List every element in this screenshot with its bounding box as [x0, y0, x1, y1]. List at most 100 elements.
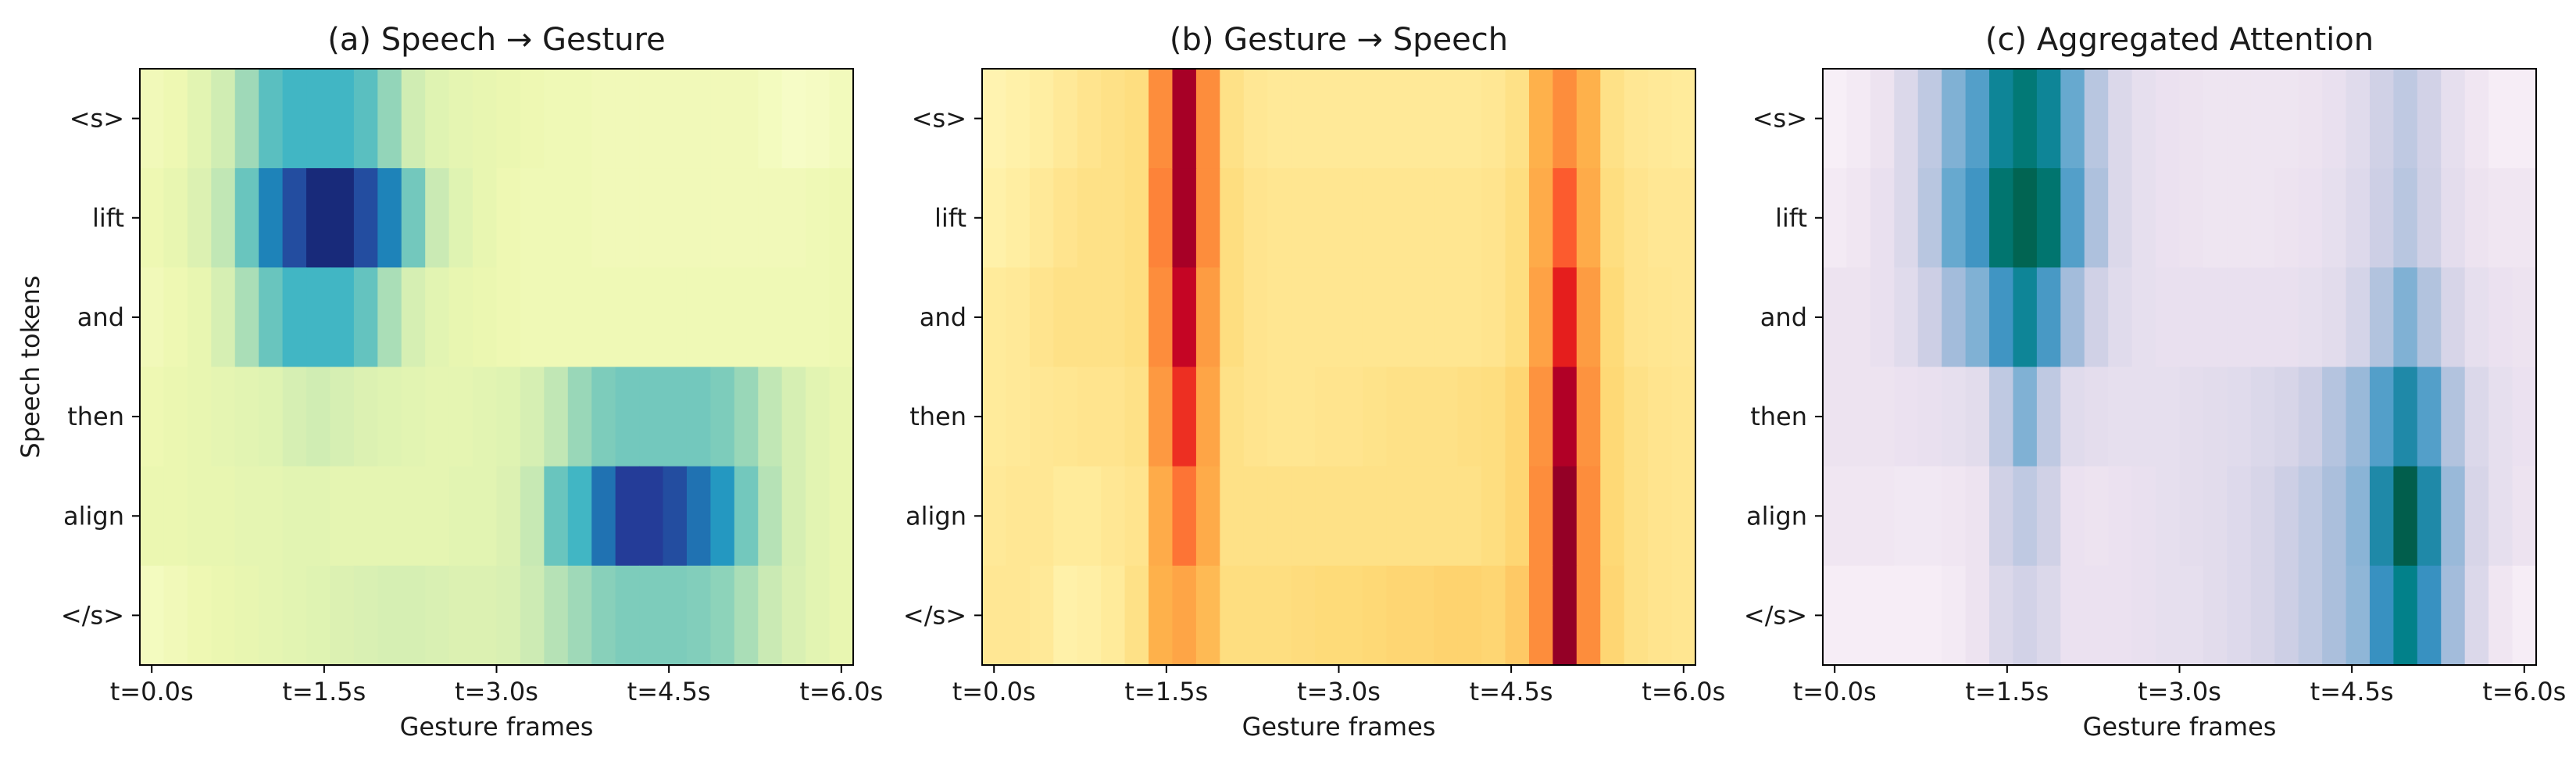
- heatmap-cell: [1624, 565, 1649, 666]
- heatmap-cell: [1846, 366, 1871, 467]
- heatmap-cell: [1434, 565, 1459, 666]
- heatmap-cell: [496, 565, 521, 666]
- heatmap-cell: [2346, 168, 2371, 268]
- heatmap-cell: [163, 267, 188, 368]
- heatmap-cell: [211, 168, 236, 268]
- heatmap-cell: [2250, 565, 2275, 666]
- heatmap-cell: [520, 168, 545, 268]
- heatmap-cell: [2227, 267, 2252, 368]
- heatmap-cell: [1965, 366, 1990, 467]
- heatmap-cell: [2417, 366, 2442, 467]
- heatmap-cell: [781, 168, 806, 268]
- heatmap-cell: [2488, 69, 2513, 169]
- heatmap-cell: [1409, 565, 1434, 666]
- heatmap-cell: [234, 267, 259, 368]
- heatmap-cell: [448, 69, 473, 169]
- heatmap-cell: [567, 466, 592, 567]
- heatmap-cell: [2298, 366, 2323, 467]
- heatmap-cell: [2060, 69, 2085, 169]
- heatmap-cell: [686, 267, 711, 368]
- heatmap-cell: [211, 69, 236, 169]
- heatmap-cell: [1989, 466, 2014, 567]
- heatmap-cell: [2464, 466, 2489, 567]
- heatmap-cell: [1481, 366, 1506, 467]
- heatmap-cell: [401, 565, 426, 666]
- heatmap-cell: [2512, 466, 2537, 567]
- heatmap-cell: [2036, 69, 2061, 169]
- heatmap-cell: [1823, 168, 1848, 268]
- heatmap-cell: [2322, 69, 2347, 169]
- heatmap-cell: [1101, 366, 1126, 467]
- heatmap-cell: [1029, 69, 1054, 169]
- heatmap-cell: [1552, 267, 1577, 368]
- heatmap-cell: [1576, 267, 1601, 368]
- heatmap-cell: [639, 466, 664, 567]
- heatmap-cell: [1386, 168, 1411, 268]
- heatmap-cell: [1823, 366, 1848, 467]
- heatmap-cell: [2013, 267, 2038, 368]
- heatmap-cell: [2417, 168, 2442, 268]
- heatmap-cell: [140, 168, 165, 268]
- heatmap-cell: [1965, 69, 1990, 169]
- heatmap-cell: [2298, 168, 2323, 268]
- heatmap-cell: [2298, 267, 2323, 368]
- heatmap-cell: [591, 466, 616, 567]
- heatmap-cell: [2156, 366, 2181, 467]
- heatmap-cell: [615, 267, 640, 368]
- heatmap-cell: [2156, 168, 2181, 268]
- heatmap-cell: [686, 366, 711, 467]
- heatmap-cell: [2013, 69, 2038, 169]
- chart-title: (a) Speech → Gesture: [327, 22, 665, 58]
- heatmap-cell: [282, 366, 307, 467]
- heatmap-cell: [1386, 366, 1411, 467]
- heatmap-cell: [2417, 267, 2442, 368]
- heatmap-cell: [1965, 565, 1990, 666]
- heatmap-cell: [1624, 366, 1649, 467]
- heatmap-cell: [1053, 267, 1078, 368]
- heatmap-cell: [2322, 466, 2347, 567]
- heatmap-cell: [2250, 69, 2275, 169]
- heatmap-cell: [1870, 69, 1895, 169]
- heatmap-cell: [282, 466, 307, 567]
- heatmap-cell: [2179, 565, 2204, 666]
- heatmap-cell: [544, 466, 569, 567]
- heatmap-cell: [330, 168, 355, 268]
- heatmap-cell: [353, 565, 378, 666]
- heatmap-cell: [2250, 168, 2275, 268]
- heatmap-cell: [425, 267, 450, 368]
- heatmap-cell: [2464, 565, 2489, 666]
- heatmap-cell: [2227, 168, 2252, 268]
- heatmap-cell: [758, 69, 783, 169]
- heatmap-cell: [734, 565, 759, 666]
- heatmap-cell: [496, 466, 521, 567]
- heatmap-cell: [473, 366, 498, 467]
- heatmap-cell: [1124, 267, 1149, 368]
- heatmap-cell: [330, 267, 355, 368]
- heatmap-cell: [1965, 267, 1990, 368]
- heatmap-cell: [1870, 168, 1895, 268]
- heatmap-cell: [1101, 565, 1126, 666]
- x-tick-label: t=0.0s: [952, 677, 1036, 706]
- heatmap-cell: [1291, 366, 1316, 467]
- heatmap-cell: [1101, 466, 1126, 567]
- heatmap-cell: [1172, 466, 1197, 567]
- heatmap-cell: [2417, 466, 2442, 567]
- heatmap-cell: [591, 69, 616, 169]
- heatmap-cell: [1989, 69, 2014, 169]
- heatmap-cell: [1552, 466, 1577, 567]
- heatmap-cell: [686, 168, 711, 268]
- heatmap-cell: [1386, 565, 1411, 666]
- heatmap-cell: [425, 366, 450, 467]
- heatmap-cell: [2488, 565, 2513, 666]
- x-axis-label: Gesture frames: [2083, 712, 2277, 742]
- heatmap-cell: [2298, 565, 2323, 666]
- heatmap-cell: [353, 366, 378, 467]
- heatmap-cell: [330, 466, 355, 567]
- heatmap-cell: [1077, 466, 1102, 567]
- heatmap-cell: [187, 466, 212, 567]
- heatmap-cell: [2179, 69, 2204, 169]
- heatmap-cell: [1053, 466, 1078, 567]
- heatmap-cell: [496, 366, 521, 467]
- heatmap-cell: [377, 267, 402, 368]
- heatmap-cell: [686, 565, 711, 666]
